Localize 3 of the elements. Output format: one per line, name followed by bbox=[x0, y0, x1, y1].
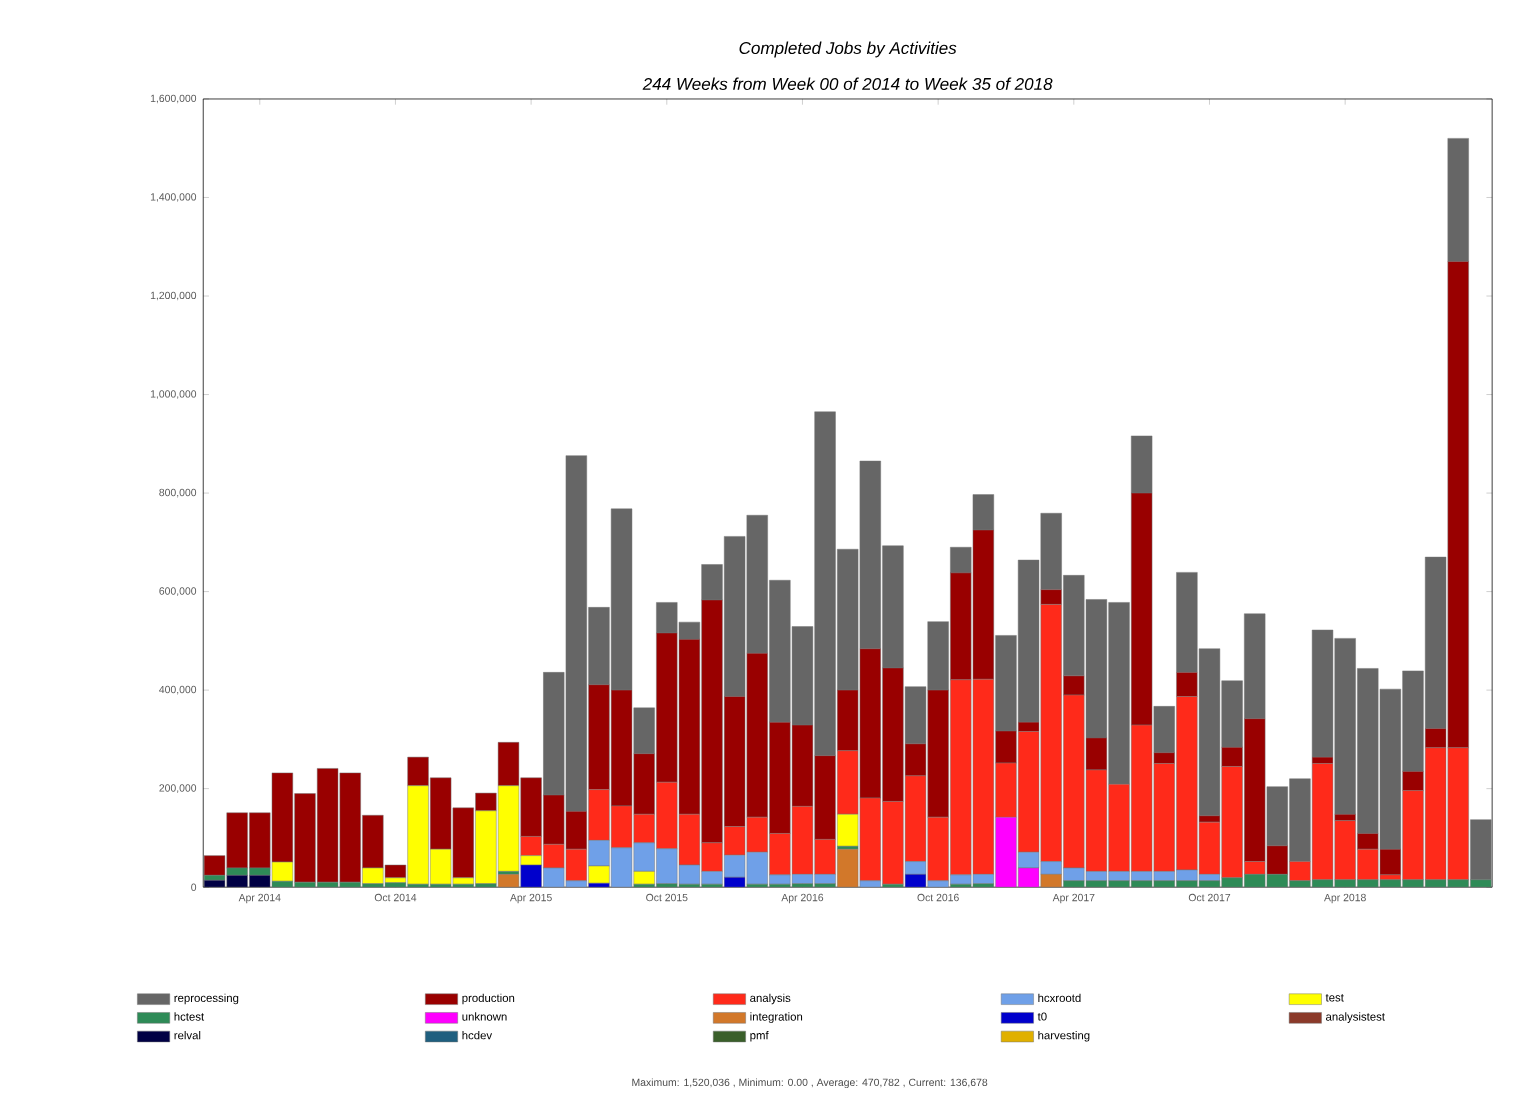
bar bbox=[1040, 874, 1062, 888]
chart-title: Completed Jobs by Activities bbox=[739, 41, 957, 58]
chart-subtitle: 244 Weeks from Week 00 of 2014 to Week 35 of 2018 bbox=[642, 77, 1053, 91]
